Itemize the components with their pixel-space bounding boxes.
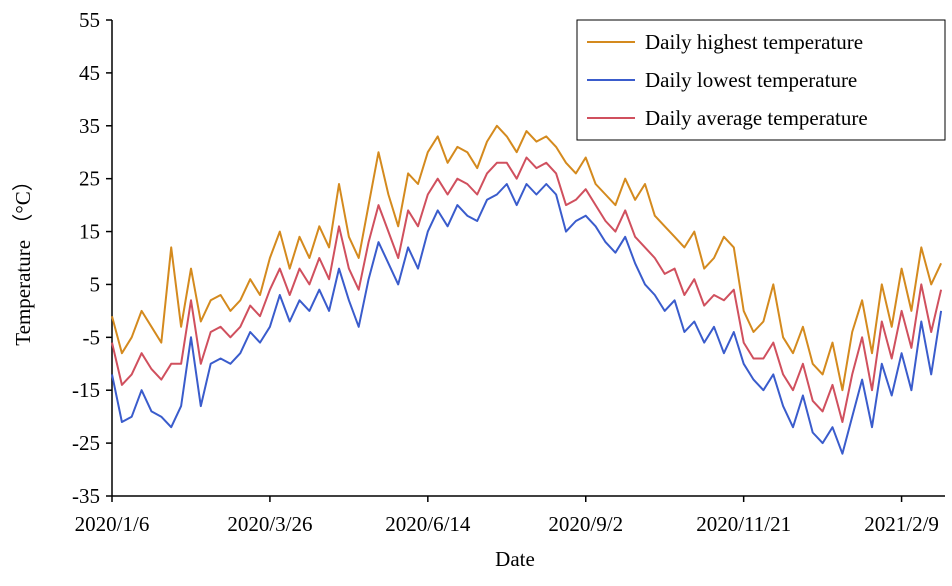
x-tick-label: 2020/3/26 [227,512,312,536]
y-tick-label: -15 [72,378,100,402]
x-tick-label: 2020/1/6 [75,512,150,536]
y-tick-label: -35 [72,484,100,508]
legend-label: Daily highest temperature [645,30,863,54]
legend-label: Daily average temperature [645,106,868,130]
x-axis-title: Date [495,547,535,571]
series-line [111,124,943,392]
series-line [111,183,943,455]
legend-label: Daily lowest temperature [645,68,857,92]
y-tick-label: -25 [72,431,100,455]
y-tick-label: 15 [79,220,100,244]
y-axis-title: Temperature （°C） [11,170,35,345]
y-tick-label: 45 [79,61,100,85]
x-tick-label: 2020/6/14 [385,512,471,536]
y-tick-label: 25 [79,167,100,191]
y-tick-label: 35 [79,114,100,138]
y-tick-label: 55 [79,8,100,32]
x-tick-label: 2021/2/9 [864,512,939,536]
legend-box [576,19,946,141]
y-tick-label: 5 [90,272,101,296]
y-tick-label: -5 [83,325,101,349]
x-tick-label: 2020/11/21 [696,512,791,536]
series-line [111,156,943,423]
x-tick-label: 2020/9/2 [548,512,623,536]
